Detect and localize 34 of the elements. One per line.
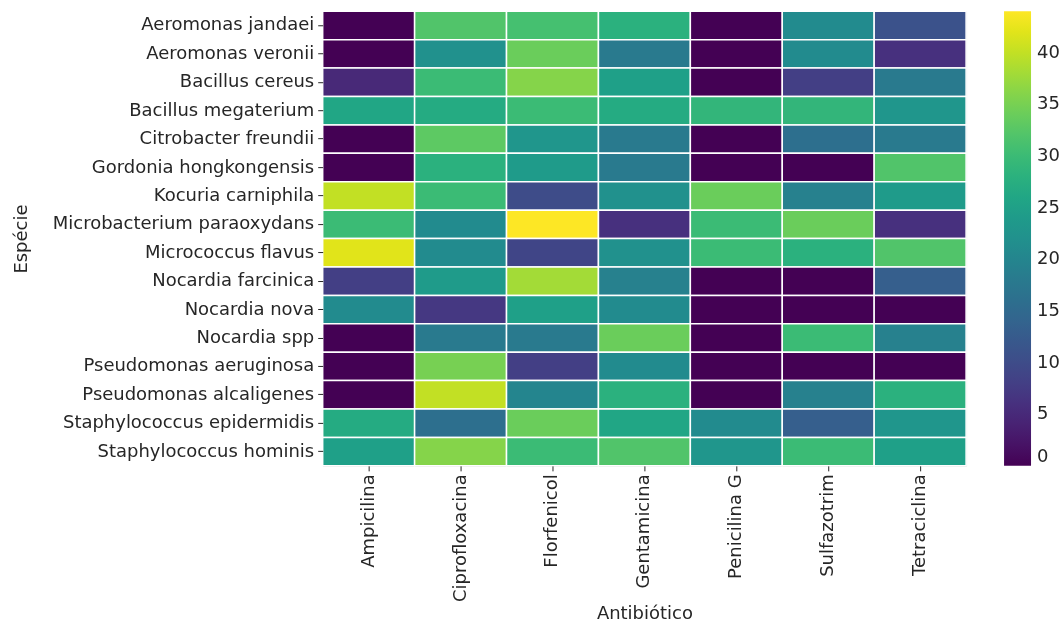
- x-tick-label: Ciprofloxacina: [448, 474, 470, 602]
- x-tick-label: Tetraciclina: [908, 474, 930, 577]
- color-bar-label: 30: [1037, 143, 1060, 165]
- color-bar-label: 15: [1037, 298, 1060, 320]
- y-tick-label: Kocuria carniphila: [153, 183, 315, 205]
- color-bar-label: 40: [1037, 40, 1060, 62]
- color-bar-label: 25: [1037, 195, 1060, 217]
- y-tick-label: Pseudomonas aeruginosa: [83, 354, 315, 376]
- y-tick-label: Pseudomonas alcaligenes: [82, 382, 315, 404]
- x-tick-label: Ampicilina: [356, 474, 378, 568]
- y-tick-label: Bacillus cereus: [179, 70, 315, 92]
- color-bar-label: 10: [1037, 350, 1060, 372]
- y-tick-label: Nocardia farcinica: [152, 269, 315, 291]
- y-tick-label: Staphylococcus hominis: [97, 439, 315, 461]
- y-tick-label: Citrobacter freundii: [139, 127, 315, 149]
- x-tick-label: Gentamicina: [632, 474, 654, 589]
- color-bar-label: 0: [1037, 444, 1049, 466]
- y-tick-label: Aeromonas jandaei: [141, 13, 315, 35]
- y-tick-label: Nocardia spp: [196, 326, 315, 347]
- y-tick-label: Bacillus megaterium: [129, 98, 315, 120]
- color-bar-label: 5: [1037, 402, 1049, 424]
- y-tick-label: Staphylococcus epidermidis: [62, 411, 315, 433]
- y-tick-label: Aeromonas veronii: [146, 41, 315, 63]
- y-tick-label: Microbacterium paraoxydans: [52, 212, 315, 234]
- x-axis-title: Antibiótico: [596, 602, 693, 624]
- y-tick-label: Micrococcus flavus: [145, 240, 315, 262]
- color-bar-label: 35: [1037, 92, 1060, 114]
- y-axis-title: Espécie: [10, 204, 32, 274]
- y-tick-label: Nocardia nova: [184, 297, 315, 319]
- x-tick-label: Florfenicol: [540, 474, 562, 568]
- x-tick-label: Sulfazotrim: [816, 474, 838, 577]
- color-bar-label: 20: [1037, 247, 1060, 269]
- x-tick-label: Penicilina G: [724, 474, 746, 579]
- y-tick-label: Gordonia hongkongensis: [91, 155, 315, 177]
